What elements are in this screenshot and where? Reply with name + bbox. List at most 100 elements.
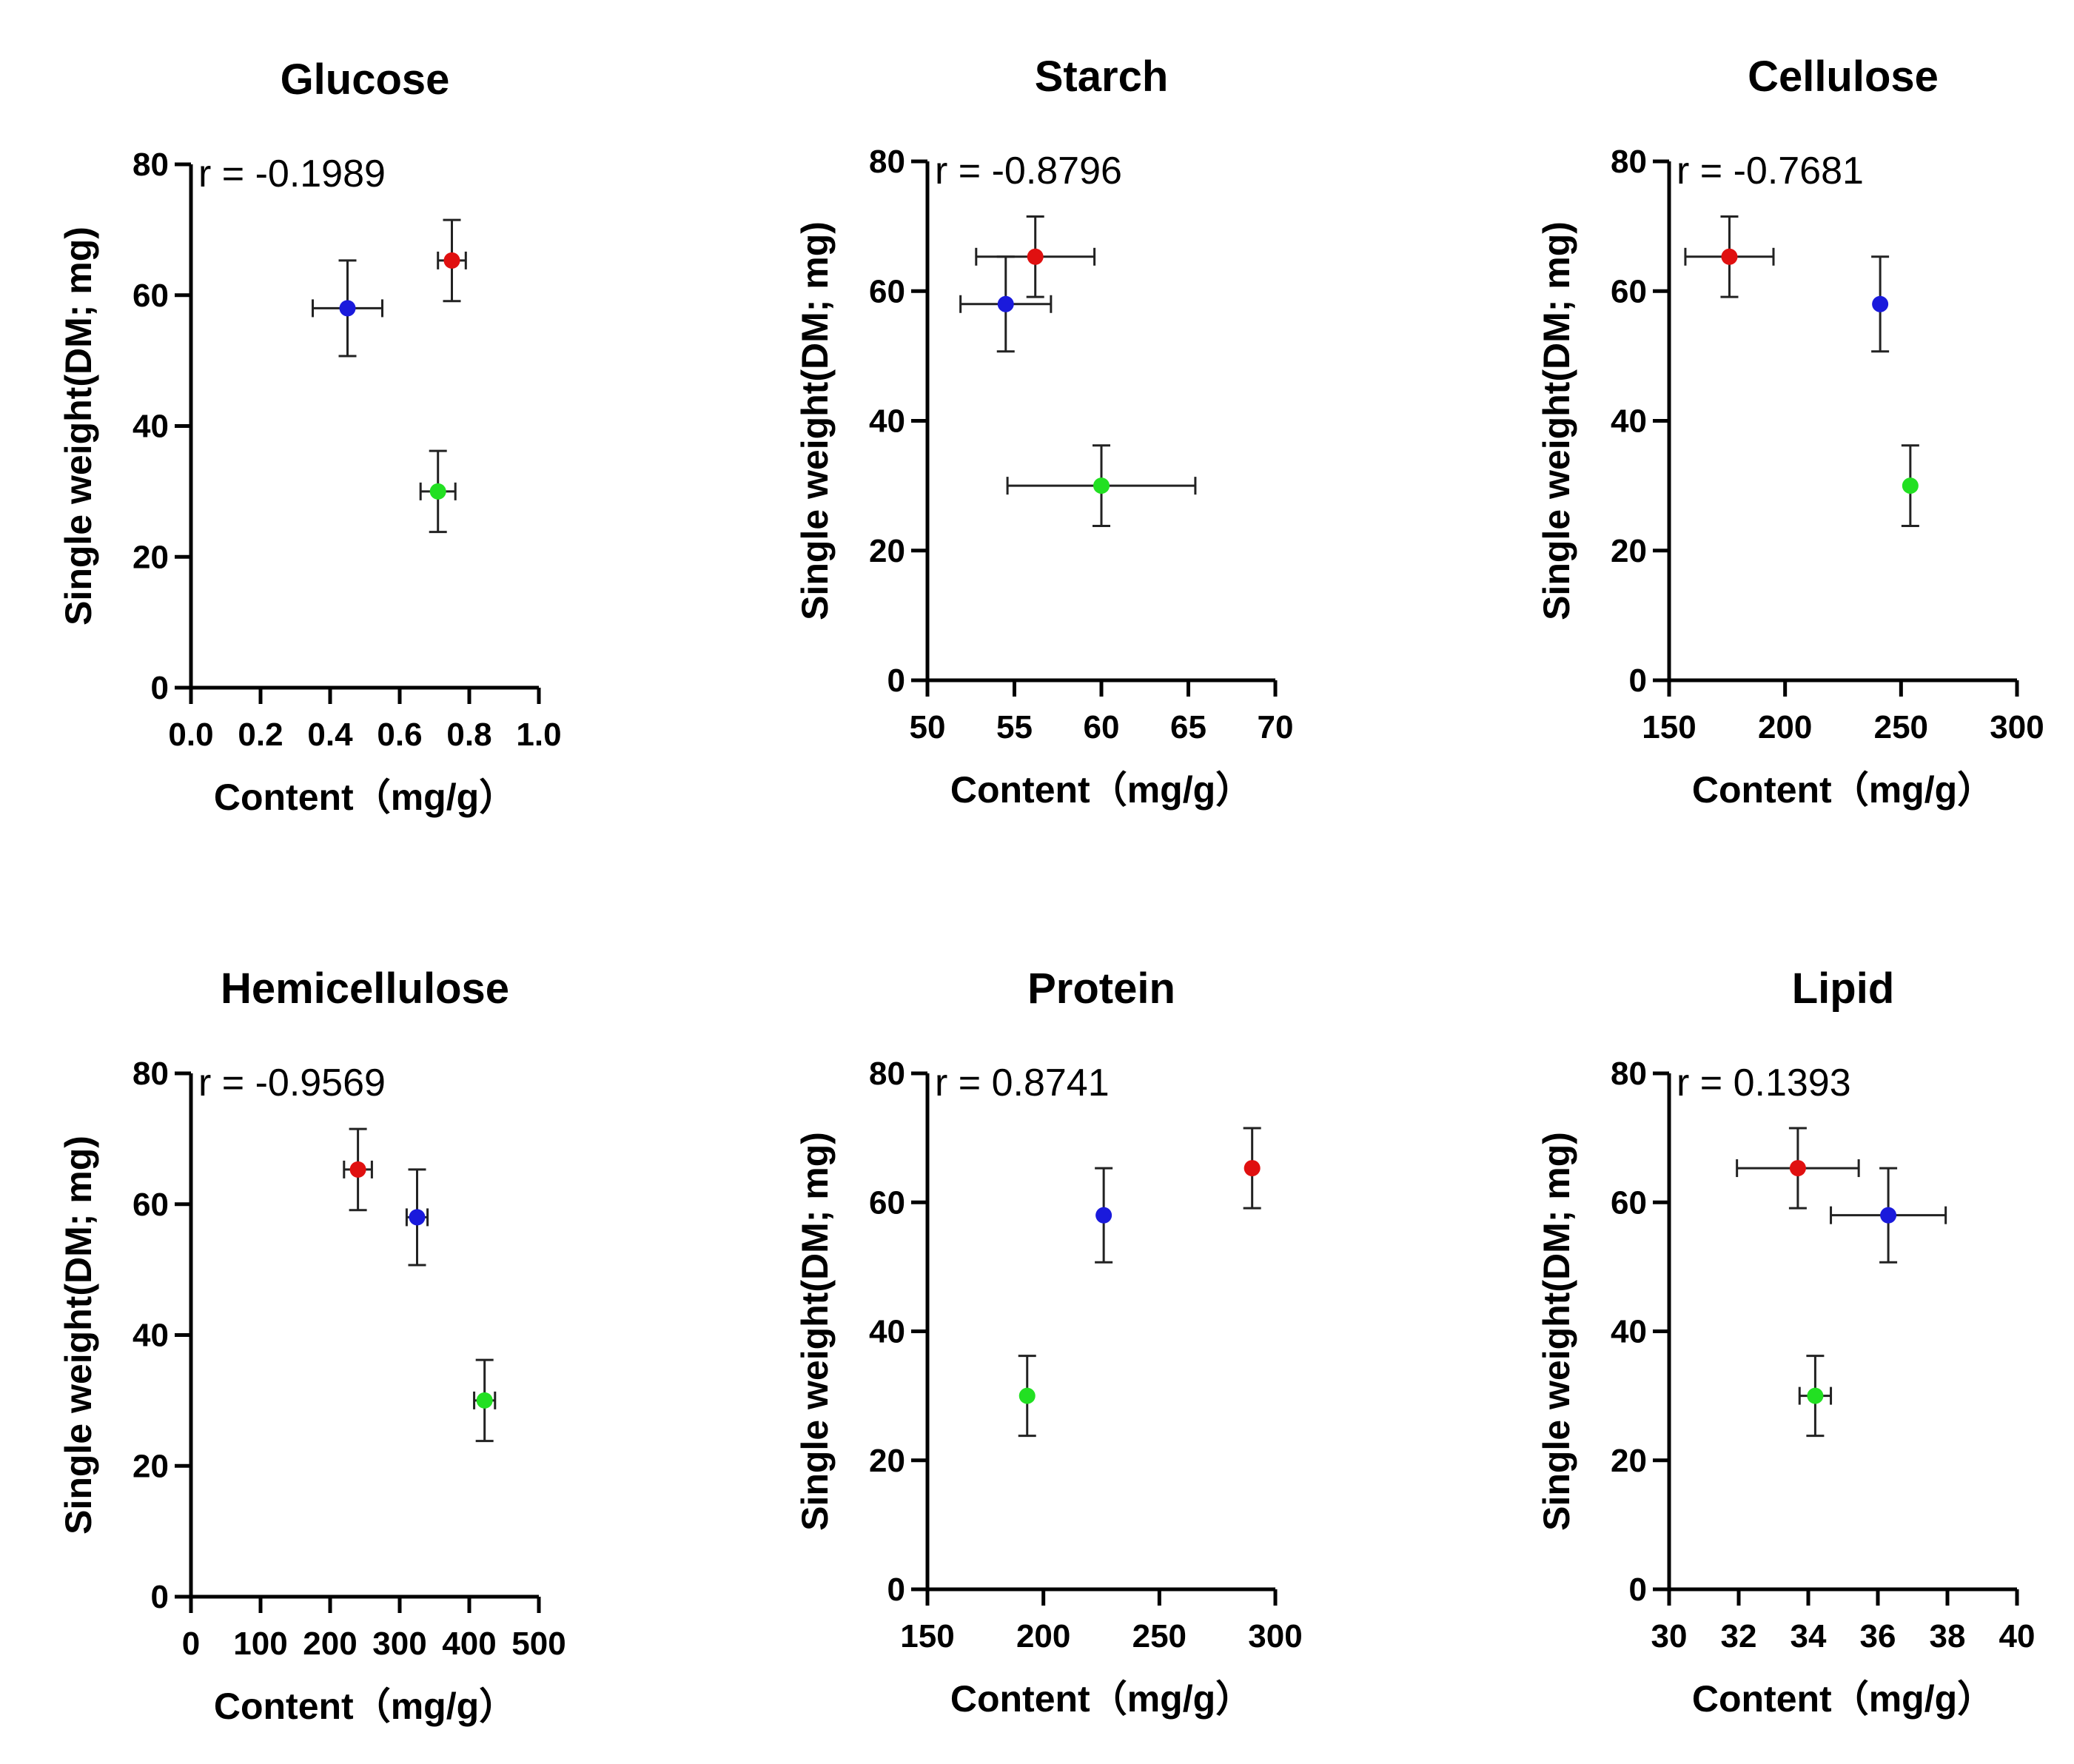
x-axis-label: Content（mg/g） (214, 777, 516, 818)
data-point (1244, 1160, 1261, 1177)
y-tick-label: 40 (132, 409, 169, 445)
correlation-annotation: r = -0.9569 (198, 1062, 386, 1104)
data-point-group (343, 1127, 373, 1212)
x-tick-label: 40 (1999, 1618, 2036, 1654)
correlation-annotation: r = -0.7681 (1677, 150, 1864, 192)
chart-title: Protein (1027, 965, 1175, 1013)
y-tick-label: 0 (1629, 663, 1647, 699)
y-tick-label: 80 (1611, 144, 1647, 180)
data-point-group (959, 255, 1053, 353)
data-point (1789, 1160, 1806, 1177)
data-point-group (1018, 1355, 1036, 1438)
x-axis-label: Content（mg/g） (950, 769, 1252, 811)
data-point (1872, 295, 1889, 312)
y-tick-label: 60 (869, 273, 905, 309)
y-tick-label: 20 (869, 1443, 905, 1479)
x-tick-label: 70 (1258, 709, 1294, 745)
x-tick-label: 55 (996, 709, 1033, 745)
chart-title: Starch (1035, 53, 1169, 101)
data-point-group (419, 449, 457, 534)
x-tick-label: 300 (372, 1626, 426, 1662)
x-axis-label: Content（mg/g） (1692, 1678, 1994, 1720)
x-tick-label: 200 (1016, 1618, 1070, 1654)
y-tick-label: 20 (1611, 533, 1647, 569)
correlation-annotation: r = -0.8796 (935, 150, 1122, 192)
x-tick-label: 200 (1758, 709, 1812, 745)
x-tick-label: 65 (1170, 709, 1207, 745)
data-point (1721, 248, 1738, 265)
data-point (1027, 248, 1044, 265)
y-tick-label: 60 (869, 1184, 905, 1221)
y-tick-label: 20 (132, 539, 169, 575)
y-tick-label: 40 (869, 1314, 905, 1350)
data-point-group (405, 1168, 429, 1267)
data-point-group (975, 215, 1096, 298)
y-tick-label: 80 (132, 1056, 169, 1092)
x-axis-label: Content（mg/g） (214, 1686, 516, 1727)
x-axis-label: Content（mg/g） (1692, 769, 1994, 811)
y-tick-label: 20 (869, 533, 905, 569)
y-tick-label: 60 (1611, 1184, 1647, 1221)
data-point (1095, 1207, 1112, 1224)
x-tick-label: 50 (910, 709, 946, 745)
data-point (1093, 477, 1110, 494)
data-point (1880, 1207, 1897, 1224)
correlation-annotation: r = 0.1393 (1677, 1062, 1851, 1104)
y-tick-label: 0 (887, 1572, 905, 1608)
data-point (349, 1161, 366, 1178)
y-tick-label: 40 (1611, 403, 1647, 440)
x-tick-label: 1.0 (516, 717, 561, 753)
y-tick-label: 0 (151, 670, 169, 706)
y-axis-label: Single weight(DM; mg) (794, 1132, 836, 1531)
y-axis-label: Single weight(DM; mg) (794, 221, 836, 620)
correlation-annotation: r = 0.8741 (935, 1062, 1110, 1104)
chart-title: Lipid (1792, 965, 1895, 1013)
y-tick-label: 0 (1629, 1572, 1647, 1608)
correlation-annotation: r = -0.1989 (198, 152, 386, 195)
data-point-group (1095, 1167, 1113, 1264)
y-tick-label: 60 (132, 1187, 169, 1223)
chart-title: Glucose (281, 56, 450, 104)
x-tick-label: 30 (1651, 1618, 1688, 1654)
data-point-group (1684, 215, 1775, 298)
x-tick-label: 150 (900, 1618, 954, 1654)
y-axis-label: Single weight(DM; mg) (58, 1136, 99, 1535)
x-tick-label: 200 (303, 1626, 357, 1662)
x-tick-label: 0.4 (307, 717, 353, 753)
scatter-panel-hemicellulose: Hemicellulose 0 20 40 60 80 0 100 200 300 400 500 Co… (58, 965, 566, 1727)
x-tick-label: 500 (511, 1626, 566, 1662)
y-tick-label: 0 (887, 663, 905, 699)
x-tick-label: 250 (1874, 709, 1928, 745)
y-tick-label: 40 (869, 403, 905, 440)
y-tick-label: 40 (132, 1318, 169, 1354)
data-point (443, 252, 460, 269)
x-tick-label: 250 (1132, 1618, 1187, 1654)
data-point-group (1830, 1167, 1947, 1264)
x-tick-label: 100 (233, 1626, 287, 1662)
x-axis-label: Content（mg/g） (950, 1678, 1252, 1720)
x-tick-label: 34 (1791, 1618, 1827, 1654)
y-tick-label: 40 (1611, 1314, 1647, 1350)
data-point-group (1798, 1355, 1833, 1438)
x-tick-label: 32 (1721, 1618, 1757, 1654)
y-tick-label: 60 (1611, 273, 1647, 309)
data-point-group (437, 218, 467, 303)
data-point-group (1243, 1127, 1261, 1210)
y-tick-label: 80 (869, 144, 905, 180)
data-point (1902, 477, 1919, 494)
data-point (409, 1209, 426, 1226)
y-tick-label: 60 (132, 278, 169, 314)
y-tick-label: 80 (869, 1056, 905, 1092)
x-tick-label: 300 (1990, 709, 2044, 745)
data-point-group (1736, 1127, 1860, 1210)
data-point-group (1006, 444, 1197, 527)
x-tick-label: 60 (1084, 709, 1120, 745)
x-tick-label: 0.8 (446, 717, 491, 753)
data-point-group (312, 259, 383, 358)
x-tick-label: 36 (1860, 1618, 1896, 1654)
x-tick-label: 400 (442, 1626, 496, 1662)
y-axis-label: Single weight(DM; mg) (1536, 221, 1577, 620)
x-tick-label: 0.6 (377, 717, 422, 753)
